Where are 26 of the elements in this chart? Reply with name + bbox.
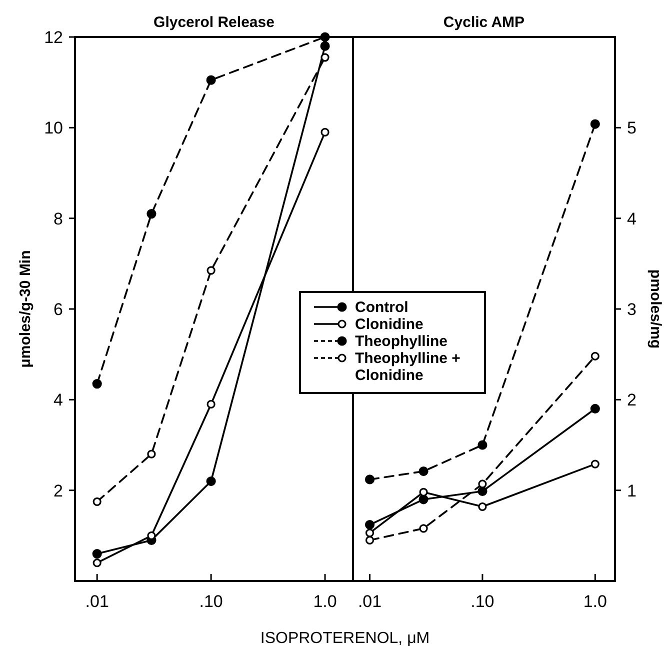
legend-label: Clonidine <box>355 316 424 333</box>
y2-tick-label: 4 <box>627 209 636 228</box>
y2-tick-label: 5 <box>627 118 636 138</box>
x-tick-label: 1.0 <box>313 592 337 611</box>
chart-title: Cyclic AMP <box>443 14 525 31</box>
x-tick-label: .01 <box>358 592 382 611</box>
chart-title: Glycerol Release <box>154 14 274 31</box>
legend-label: Theophylline <box>355 333 448 350</box>
y-tick-label: 2 <box>54 481 63 500</box>
y-axis-title: μmoles/g-30 Min <box>17 250 34 368</box>
legend-label: Control <box>355 299 408 316</box>
x-tick-label: 1.0 <box>583 592 607 611</box>
legend-label: Theophylline + Clonidine <box>355 350 461 384</box>
y-tick-label: 4 <box>54 390 63 410</box>
x-tick-label: .10 <box>470 592 494 611</box>
x-tick-label: .01 <box>85 592 109 611</box>
y2-tick-label: 3 <box>627 300 636 319</box>
y-tick-label: 12 <box>44 28 63 47</box>
y2-tick-label: 2 <box>627 390 636 410</box>
y2-tick-label: 1 <box>627 481 636 500</box>
y-tick-label: 10 <box>44 118 63 138</box>
x-axis-title: ISOPROTERENOL, μM <box>260 630 430 646</box>
y-tick-label: 6 <box>54 300 63 319</box>
y2-axis-title: pmoles/mg <box>647 269 664 349</box>
x-tick-label: .10 <box>199 592 223 611</box>
y-tick-label: 8 <box>54 209 63 228</box>
